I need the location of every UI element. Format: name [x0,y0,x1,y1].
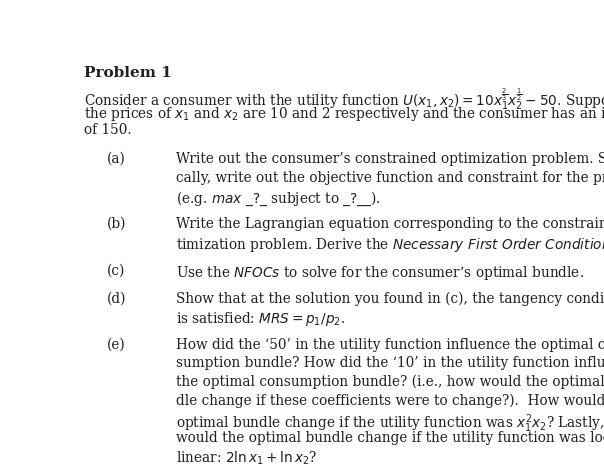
Text: the prices of $x_1$ and $x_2$ are 10 and 2 respectively and the consumer has an : the prices of $x_1$ and $x_2$ are 10 and… [84,105,604,122]
Text: (e): (e) [108,338,126,352]
Text: Consider a consumer with the utility function $U(x_1, x_2) = 10x_1^{\frac{2}{3}}: Consider a consumer with the utility fun… [84,86,604,112]
Text: cally, write out the objective function and constraint for the problem: cally, write out the objective function … [176,171,604,185]
Text: (e.g. $\mathit{max}\ \_?\_$ subject to $\_?\_\_$).: (e.g. $\mathit{max}\ \_?\_$ subject to $… [176,190,381,208]
Text: Use the $\mathit{NFOCs}$ to solve for the consumer’s optimal bundle.: Use the $\mathit{NFOCs}$ to solve for th… [176,263,584,282]
Text: (c): (c) [108,263,126,277]
Text: Show that at the solution you found in (c), the tangency condition: Show that at the solution you found in (… [176,291,604,305]
Text: is satisfied: $\mathit{MRS} = p_1/p_2$.: is satisfied: $\mathit{MRS} = p_1/p_2$. [176,310,345,328]
Text: (b): (b) [108,217,127,231]
Text: optimal bundle change if the utility function was $x_1^2x_2$? Lastly, how: optimal bundle change if the utility fun… [176,412,604,435]
Text: (a): (a) [108,152,126,166]
Text: Write the Lagrangian equation corresponding to the constrained op-: Write the Lagrangian equation correspond… [176,217,604,231]
Text: Write out the consumer’s constrained optimization problem. Specifi-: Write out the consumer’s constrained opt… [176,152,604,166]
Text: How did the ‘50’ in the utility function influence the optimal con-: How did the ‘50’ in the utility function… [176,338,604,352]
Text: of 150.: of 150. [84,123,132,137]
Text: dle change if these coefficients were to change?).  How would the: dle change if these coefficients were to… [176,394,604,408]
Text: linear: $2\ln x_1 + \ln x_2$?: linear: $2\ln x_1 + \ln x_2$? [176,450,318,467]
Text: Problem 1: Problem 1 [84,66,172,80]
Text: the optimal consumption bundle? (i.e., how would the optimal bun-: the optimal consumption bundle? (i.e., h… [176,375,604,389]
Text: sumption bundle? How did the ‘10’ in the utility function influence: sumption bundle? How did the ‘10’ in the… [176,356,604,370]
Text: timization problem. Derive the $\mathit{Necessary\ First\ Order\ Conditions}$.: timization problem. Derive the $\mathit{… [176,236,604,254]
Text: (d): (d) [108,291,127,305]
Text: would the optimal bundle change if the utility function was log-: would the optimal bundle change if the u… [176,431,604,445]
